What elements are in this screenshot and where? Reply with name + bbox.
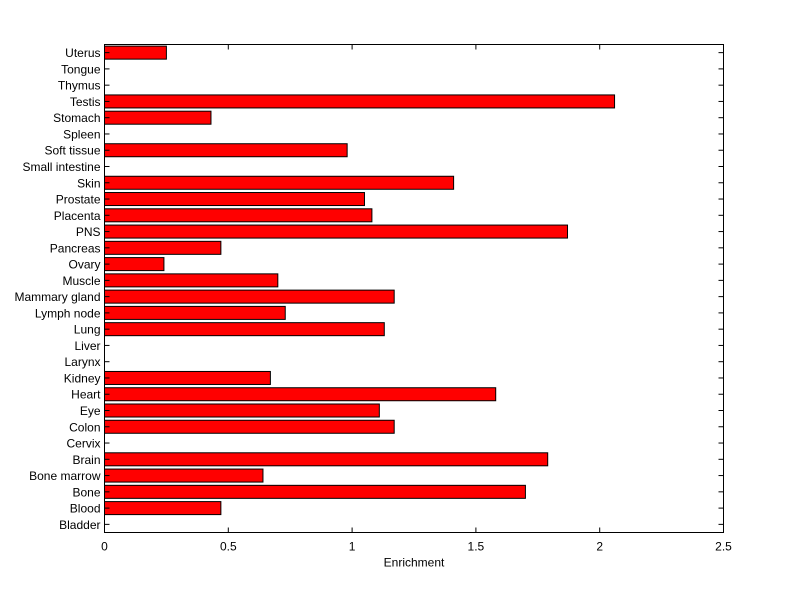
y-tick-label: Small intestine <box>22 160 100 174</box>
y-tick-label: Cervix <box>66 437 100 451</box>
x-tick-label: 2.5 <box>715 540 732 554</box>
y-tick-label: Muscle <box>62 274 100 288</box>
y-tick-label: Uterus <box>65 46 100 60</box>
y-tick-label: Bladder <box>59 518 100 532</box>
bar-eye <box>104 403 380 418</box>
y-tick-label: PNS <box>76 225 101 239</box>
bar-bone-marrow <box>104 468 264 483</box>
bar-brain <box>104 452 549 467</box>
y-tick-label: Lymph node <box>35 306 101 320</box>
bar-pancreas <box>104 240 222 255</box>
y-tick-label: Placenta <box>54 209 101 223</box>
x-tick-label: 1.5 <box>468 540 485 554</box>
y-tick-label: Pancreas <box>50 241 101 255</box>
y-tick-label: Blood <box>70 502 101 516</box>
y-tick-label: Larynx <box>64 355 100 369</box>
y-tick-labels: Bladder Blood Bone Bone marrow Brain Cervix Co… <box>14 46 101 532</box>
bar-mammary-gland <box>104 289 395 304</box>
bar-heart <box>104 387 497 402</box>
x-tick-labels: 0 0.5 1 1.5 2 2.5 <box>101 540 732 554</box>
y-tick-label: Heart <box>71 388 101 402</box>
bar-kidney <box>104 370 271 385</box>
bar-bone <box>104 484 526 499</box>
bar-colon <box>104 419 395 434</box>
bar-stomach <box>104 110 212 125</box>
bar-muscle <box>104 273 279 288</box>
y-tick-label: Colon <box>69 420 100 434</box>
y-tick-label: Brain <box>72 453 100 467</box>
bar-prostate <box>104 192 365 207</box>
y-tick-label: Bone marrow <box>29 469 101 483</box>
plot-area <box>104 44 724 533</box>
y-tick-label: Bone <box>72 485 100 499</box>
bar-lung <box>104 322 385 337</box>
y-tick-label: Eye <box>80 404 101 418</box>
bar-testis <box>104 94 616 109</box>
bar-lymph-node <box>104 305 286 320</box>
y-tick-label: Prostate <box>56 193 101 207</box>
y-tick-label: Testis <box>70 95 101 109</box>
bar-placenta <box>104 208 373 223</box>
plot-frame <box>104 44 724 533</box>
y-tick-label: Stomach <box>53 111 100 125</box>
y-tick-label: Tongue <box>61 62 101 76</box>
y-tick-label: Skin <box>77 176 100 190</box>
bar-uterus <box>104 45 167 60</box>
y-tick-label: Thymus <box>58 79 101 93</box>
x-tick-label: 0.5 <box>220 540 237 554</box>
y-tick-label: Ovary <box>68 258 100 272</box>
bar-soft-tissue <box>104 143 348 158</box>
x-tick-label: 2 <box>596 540 603 554</box>
y-tick-label: Spleen <box>63 127 100 141</box>
y-tick-label: Lung <box>74 323 101 337</box>
bar-pns <box>104 224 569 239</box>
bar-ovary <box>104 257 165 272</box>
x-axis-label: Enrichment <box>384 556 445 570</box>
y-tick-label: Kidney <box>64 371 101 385</box>
x-tick-label: 1 <box>349 540 356 554</box>
x-tick-label: 0 <box>101 540 108 554</box>
bar-blood <box>104 501 222 516</box>
y-tick-label: Liver <box>74 339 100 353</box>
bar-skin <box>104 175 455 190</box>
y-tick-label: Mammary gland <box>14 290 100 304</box>
y-tick-label: Soft tissue <box>44 144 100 158</box>
